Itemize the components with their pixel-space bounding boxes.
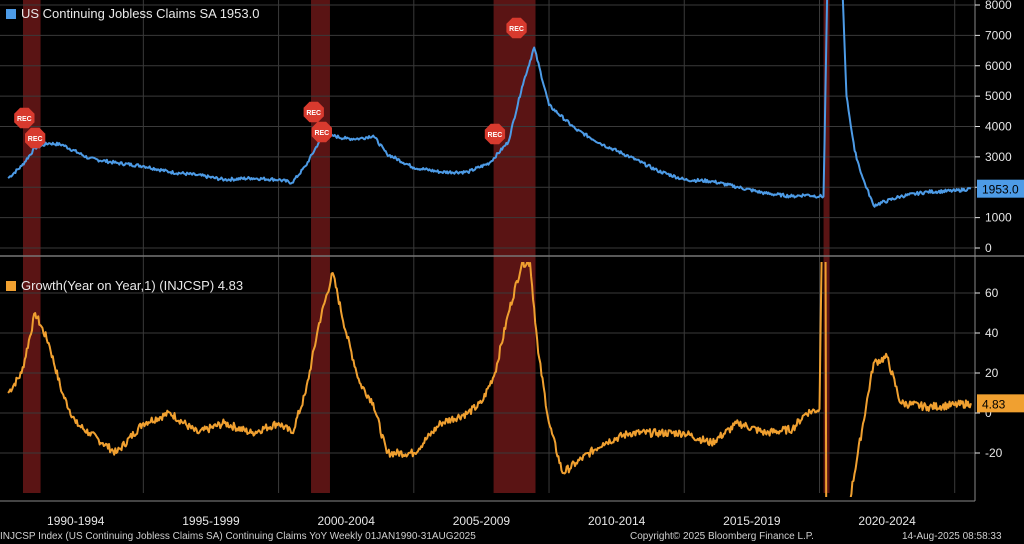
rec-marker-1 <box>25 127 46 149</box>
bottom-ytick-label-0: -20 <box>985 446 1003 460</box>
rec-marker-4 <box>484 123 506 145</box>
bottom-ytick-label-3: 40 <box>985 326 999 340</box>
claims-last-value-box <box>977 179 1024 198</box>
claims-swatch <box>6 9 16 19</box>
growth-last-value-text: 4.83 <box>982 397 1006 411</box>
rec-marker-2 <box>303 101 324 123</box>
claims-series-line <box>7 0 972 208</box>
x-tick-label-6: 2020-2024 <box>858 514 916 528</box>
top-ytick-label-5: 5000 <box>985 89 1012 103</box>
bottom-panel-legend: Growth(Year on Year,1) (INJCSP) 4.83 <box>6 278 243 293</box>
claims-legend-text: US Continuing Jobless Claims SA 1953.0 <box>21 6 260 21</box>
recession-band-3 <box>823 0 830 493</box>
rec-marker-0 <box>14 107 35 129</box>
rec-marker-label-4: REC <box>488 132 503 139</box>
x-tick-label-1: 1995-1999 <box>182 514 240 528</box>
rec-marker-5 <box>506 17 527 39</box>
rec-marker-label-5: REC <box>509 26 524 33</box>
x-tick-label-5: 2015-2019 <box>723 514 781 528</box>
x-tick-label-3: 2005-2009 <box>453 514 511 528</box>
footer-copyright: Copyright© 2025 Bloomberg Finance L.P. <box>630 531 814 542</box>
recession-band-2 <box>493 0 536 493</box>
bottom-ytick-label-4: 60 <box>985 286 999 300</box>
recession-markers: REC REC REC REC REC REC <box>14 17 527 149</box>
grid-lines <box>0 0 1024 502</box>
rec-marker-label-2: REC <box>306 110 321 117</box>
top-ytick-label-3: 3000 <box>985 150 1012 164</box>
bottom-ytick-label-2: 20 <box>985 366 999 380</box>
footer-date: 14-Aug-2025 08:58:33 <box>902 531 1002 542</box>
top-ytick-label-8: 8000 <box>985 0 1012 12</box>
top-ytick-label-7: 7000 <box>985 28 1012 42</box>
footer-bar: INJCSP Index (US Continuing Jobless Clai… <box>0 530 1024 544</box>
growth-series-line <box>7 262 972 497</box>
rec-marker-3 <box>311 121 332 143</box>
bottom-ytick-label-1: 0 <box>985 406 992 420</box>
top-ytick-label-1: 1000 <box>985 211 1012 225</box>
rec-marker-label-3: REC <box>314 130 329 137</box>
x-tick-label-2: 2000-2004 <box>317 514 375 528</box>
claims-last-value-text: 1953.0 <box>982 183 1019 197</box>
x-tick-label-0: 1990-1994 <box>47 514 105 528</box>
footer-source: INJCSP Index (US Continuing Jobless Clai… <box>0 531 476 542</box>
top-ytick-label-0: 0 <box>985 241 992 255</box>
x-tick-label-4: 2010-2014 <box>588 514 646 528</box>
growth-swatch <box>6 281 16 291</box>
rec-marker-label-1: REC <box>28 136 43 143</box>
top-panel-legend: US Continuing Jobless Claims SA 1953.0 <box>6 6 259 21</box>
growth-legend-text: Growth(Year on Year,1) (INJCSP) 4.83 <box>21 278 244 293</box>
growth-last-value-box <box>977 394 1024 413</box>
axis-labels: 010002000300040005000600070008000-200204… <box>47 0 1024 528</box>
recession-band-0 <box>22 0 41 493</box>
rec-marker-label-0: REC <box>17 116 32 123</box>
top-ytick-label-6: 6000 <box>985 59 1012 73</box>
series-lines <box>7 0 972 497</box>
recession-band-1 <box>311 0 330 493</box>
top-ytick-label-4: 4000 <box>985 120 1012 134</box>
